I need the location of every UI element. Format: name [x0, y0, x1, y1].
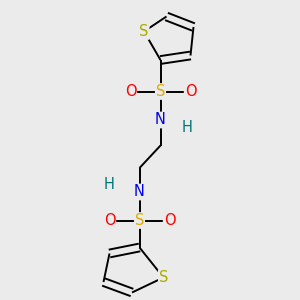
Text: S: S: [156, 84, 165, 99]
Text: O: O: [164, 213, 175, 228]
Text: S: S: [159, 270, 168, 285]
Text: O: O: [104, 213, 115, 228]
Text: O: O: [125, 84, 136, 99]
Text: S: S: [139, 24, 149, 39]
Text: H: H: [182, 120, 193, 135]
Text: N: N: [155, 112, 166, 128]
Text: O: O: [185, 84, 196, 99]
Text: H: H: [104, 177, 115, 192]
Text: N: N: [134, 184, 145, 200]
Text: S: S: [135, 213, 144, 228]
